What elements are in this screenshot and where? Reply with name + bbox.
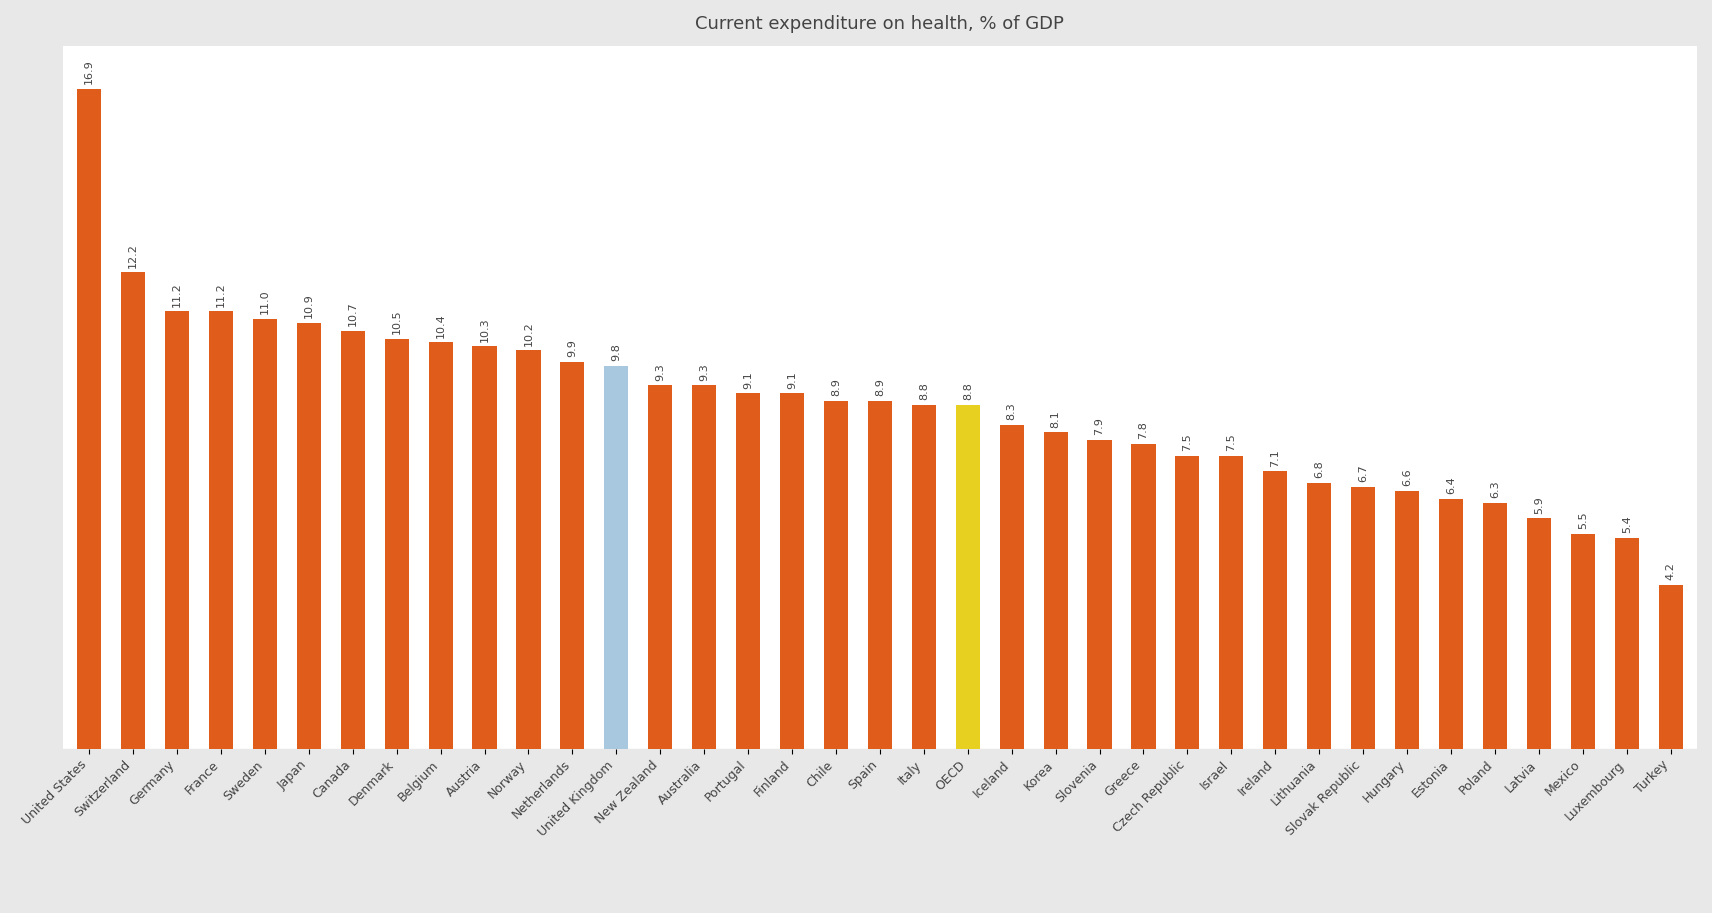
Text: 8.9: 8.9 [875,379,885,396]
Bar [868,401,892,749]
Text: 11.0: 11.0 [260,289,270,314]
Text: 10.5: 10.5 [392,310,402,334]
Text: 7.9: 7.9 [1094,417,1104,436]
Text: 6.8: 6.8 [1315,461,1323,478]
Text: 8.8: 8.8 [962,383,972,400]
Text: 6.3: 6.3 [1489,480,1500,498]
Text: 5.5: 5.5 [1578,511,1587,530]
Bar [1132,444,1156,749]
Bar [1659,584,1683,749]
Text: 7.5: 7.5 [1226,434,1236,451]
Text: 10.9: 10.9 [303,293,313,319]
Text: 8.3: 8.3 [1007,402,1017,420]
Text: 12.2: 12.2 [128,243,139,268]
Bar [1614,538,1638,749]
Text: 8.1: 8.1 [1051,410,1061,427]
Text: 10.7: 10.7 [348,301,358,326]
Bar [341,331,365,749]
Bar [560,362,584,749]
Bar [1483,503,1507,749]
Text: 8.9: 8.9 [830,379,841,396]
Text: 16.9: 16.9 [84,59,94,84]
Text: 6.6: 6.6 [1402,468,1412,487]
Text: 5.9: 5.9 [1534,496,1544,513]
Text: 11.2: 11.2 [171,282,181,307]
Bar [955,405,979,749]
Bar [1395,491,1419,749]
Text: 7.1: 7.1 [1270,449,1281,467]
Bar [517,351,541,749]
Bar [1263,471,1287,749]
Text: 10.3: 10.3 [479,317,490,341]
Bar [823,401,847,749]
Bar [122,272,146,749]
Bar [1176,456,1200,749]
Bar [473,346,496,749]
Bar [736,394,760,749]
Bar [164,311,188,749]
Text: 9.1: 9.1 [788,371,798,389]
Text: 8.8: 8.8 [919,383,930,400]
Title: Current expenditure on health, % of GDP: Current expenditure on health, % of GDP [695,15,1065,33]
Bar [1308,483,1332,749]
Text: 9.3: 9.3 [698,363,709,381]
Text: 11.2: 11.2 [216,282,226,307]
Text: 9.8: 9.8 [611,343,621,362]
Bar [428,342,452,749]
Text: 10.2: 10.2 [524,320,534,346]
Bar [692,385,716,749]
Text: 7.8: 7.8 [1138,422,1149,439]
Bar [253,319,277,749]
Text: 10.4: 10.4 [435,313,445,338]
Bar [1351,487,1375,749]
Text: 6.7: 6.7 [1358,465,1368,482]
Bar [296,323,320,749]
Text: 6.4: 6.4 [1447,477,1455,494]
Text: 9.3: 9.3 [656,363,666,381]
Bar [77,89,101,749]
Bar [649,385,673,749]
Text: 9.1: 9.1 [743,371,753,389]
Text: 4.2: 4.2 [1666,562,1676,580]
Bar [1438,498,1464,749]
Bar [1570,534,1596,749]
Bar [1219,456,1243,749]
Bar [385,339,409,749]
Text: 9.9: 9.9 [567,340,577,357]
Bar [604,366,628,749]
Bar [1044,433,1068,749]
Bar [209,311,233,749]
Text: 7.5: 7.5 [1183,434,1193,451]
Bar [1527,519,1551,749]
Bar [781,394,805,749]
Text: 5.4: 5.4 [1621,515,1632,533]
Bar [1087,440,1111,749]
Bar [1000,425,1024,749]
Bar [912,405,936,749]
